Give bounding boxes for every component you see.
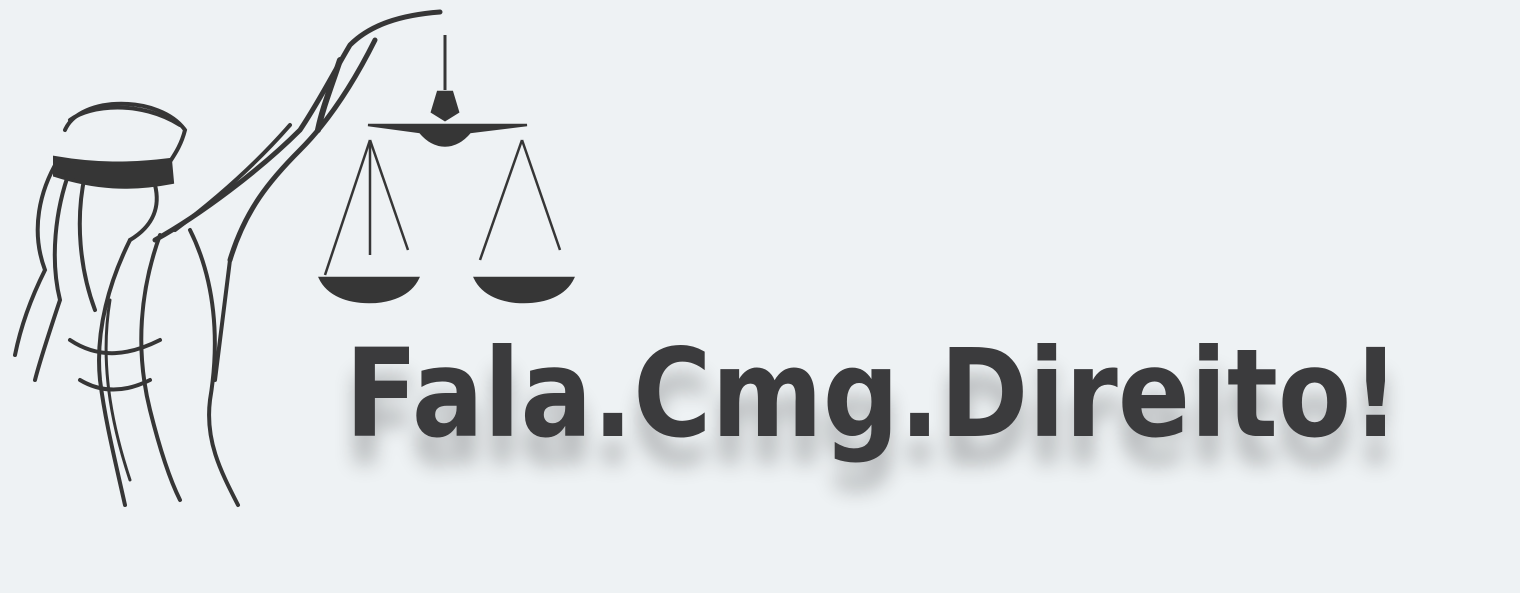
logo-text: Fala.Cmg.Direito! <box>345 323 1400 465</box>
justice-illustration <box>13 9 443 507</box>
scales-illustration <box>318 35 575 304</box>
